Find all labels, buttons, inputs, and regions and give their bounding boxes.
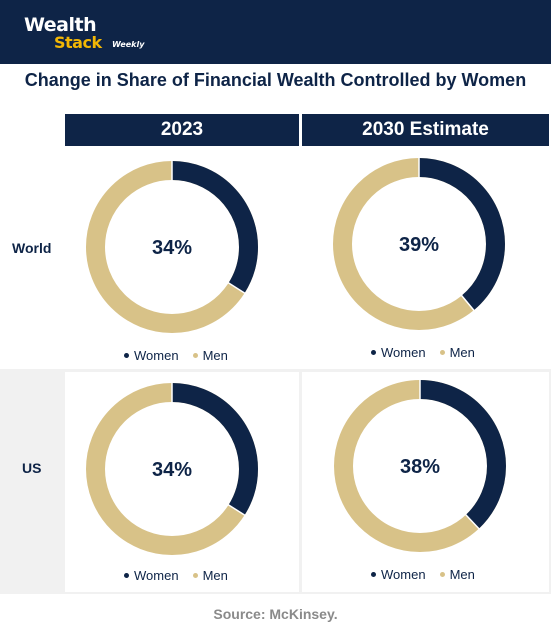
legend-label-women: Women bbox=[134, 568, 179, 583]
slice-separator-us-2030-estimate-1 bbox=[464, 513, 481, 530]
logo-stack: Stack bbox=[54, 33, 102, 52]
slice-separator-us-2023-1 bbox=[227, 503, 246, 517]
legend-label-women: Women bbox=[381, 345, 426, 360]
women-swatch bbox=[371, 572, 376, 577]
logo-weekly: Weekly bbox=[112, 40, 145, 49]
men-swatch bbox=[439, 350, 445, 355]
legend-label-men: Men bbox=[202, 348, 228, 363]
row-label-world: World bbox=[12, 240, 52, 256]
header-bar: Wealth Stack Weekly bbox=[0, 0, 551, 64]
legend-item-men: Men bbox=[192, 348, 228, 363]
men-swatch bbox=[192, 353, 198, 358]
women-swatch bbox=[124, 573, 129, 578]
legend-world-2023: Women Men bbox=[124, 348, 242, 363]
legend-item-women: Women bbox=[371, 567, 426, 582]
legend-label-men: Men bbox=[202, 568, 228, 583]
women-swatch bbox=[124, 353, 129, 358]
legend-item-men: Men bbox=[192, 568, 228, 583]
data-label-world-2030-estimate: 39% bbox=[399, 234, 439, 256]
legend-item-women: Women bbox=[124, 348, 179, 363]
men-swatch bbox=[192, 573, 198, 578]
legend-label-men: Men bbox=[449, 567, 475, 582]
data-label-us-2023: 34% bbox=[152, 459, 192, 481]
source-note: Source: McKinsey. bbox=[213, 606, 338, 622]
legend-item-men: Men bbox=[439, 345, 475, 360]
legend-item-men: Men bbox=[439, 567, 475, 582]
men-swatch bbox=[439, 572, 445, 577]
legend-world-2030: Women Men bbox=[371, 345, 489, 360]
legend-item-women: Women bbox=[124, 568, 179, 583]
slice-separator-world-2030-estimate-1 bbox=[460, 294, 476, 312]
column-header-2023: 2023 bbox=[65, 114, 299, 146]
legend-item-women: Women bbox=[371, 345, 426, 360]
chart-title: Change in Share of Financial Wealth Cont… bbox=[24, 70, 527, 90]
column-header-2030: 2030 Estimate bbox=[302, 114, 549, 146]
legend-label-men: Men bbox=[449, 345, 475, 360]
women-swatch bbox=[371, 350, 376, 355]
legend-label-women: Women bbox=[134, 348, 179, 363]
row-label-us: US bbox=[22, 460, 42, 476]
data-label-world-2023: 34% bbox=[152, 237, 192, 259]
slice-separator-world-2023-1 bbox=[227, 281, 246, 295]
data-label-us-2030-estimate: 38% bbox=[400, 456, 440, 478]
legend-us-2030: Women Men bbox=[371, 567, 489, 582]
legend-us-2023: Women Men bbox=[124, 568, 242, 583]
legend-label-women: Women bbox=[381, 567, 426, 582]
logo-wealth: Wealth bbox=[24, 14, 97, 36]
